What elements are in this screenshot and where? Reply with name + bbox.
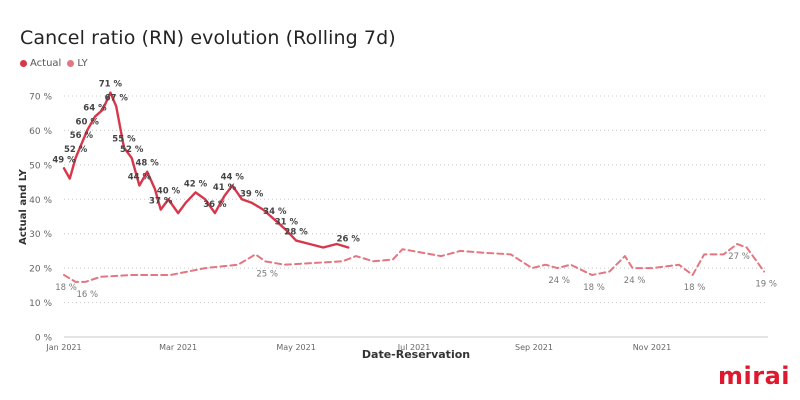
y-tick-label: 40 %: [29, 196, 52, 206]
data-label-actual: 39 %: [240, 190, 264, 200]
data-label-actual: 52 %: [120, 145, 144, 155]
legend-marker-actual: [20, 60, 27, 67]
y-tick-label: 60 %: [29, 127, 52, 137]
y-axis-ticks: 0 % 10 % 20 % 30 % 40 % 50 % 60 % 70 %: [29, 93, 52, 344]
series-lines: [62, 91, 766, 283]
x-tick-label: Jan 2021: [45, 343, 81, 352]
x-axis-label: Date-Reservation: [362, 348, 470, 361]
x-tick-label: Mar 2021: [159, 343, 197, 352]
x-tick-label: Sep 2021: [515, 343, 553, 352]
x-tick-label: May 2021: [276, 343, 315, 352]
y-tick-label: 50 %: [29, 161, 52, 171]
legend-label-actual: Actual: [30, 58, 62, 69]
series-line-actual[interactable]: [62, 91, 350, 249]
data-label-actual: 31 %: [275, 217, 299, 227]
x-tick-label: Jul 2021: [397, 343, 431, 352]
data-label-ly: 16 %: [76, 290, 98, 300]
data-label-ly: 25 %: [256, 269, 278, 279]
data-labels: 49 %52 %56 %60 %64 %71 %67 %55 %52 %44 %…: [52, 80, 777, 300]
data-label-actual: 71 %: [99, 80, 123, 90]
legend-item-actual[interactable]: Actual: [20, 58, 61, 69]
data-label-ly: 24 %: [624, 276, 646, 286]
data-label-ly: 18 %: [55, 283, 77, 293]
data-label-actual: 55 %: [112, 135, 136, 145]
data-label-actual: 28 %: [284, 228, 308, 238]
legend-marker-ly: [67, 60, 75, 67]
legend-item-ly[interactable]: LY: [67, 58, 88, 69]
data-label-actual: 49 %: [52, 155, 76, 165]
y-axis-label: Actual and LY: [18, 168, 29, 245]
data-label-actual: 44 %: [221, 173, 245, 183]
data-label-ly: 27 %: [728, 252, 750, 262]
legend-label-ly: LY: [77, 58, 88, 69]
data-label-actual: 44 %: [128, 173, 152, 183]
data-label-actual: 48 %: [136, 159, 160, 169]
data-label-actual: 64 %: [83, 104, 107, 114]
data-label-actual: 37 %: [149, 197, 173, 207]
y-tick-label: 30 %: [29, 230, 52, 240]
data-label-actual: 56 %: [70, 131, 94, 141]
series-line-ly[interactable]: [63, 243, 766, 283]
data-label-actual: 26 %: [337, 234, 361, 244]
data-label-actual: 60 %: [76, 117, 100, 127]
data-label-actual: 52 %: [64, 145, 88, 155]
data-label-ly: 24 %: [548, 276, 570, 286]
data-label-ly: 18 %: [684, 283, 706, 293]
data-label-actual: 40 %: [157, 186, 181, 196]
gridlines: [64, 95, 768, 338]
y-tick-label: 70 %: [29, 93, 52, 103]
data-label-actual: 42 %: [184, 179, 208, 189]
y-tick-label: 20 %: [29, 265, 52, 275]
data-label-actual: 34 %: [263, 207, 287, 217]
y-tick-label: 10 %: [29, 299, 52, 309]
x-tick-label: Nov 2021: [633, 343, 672, 352]
data-label-actual: 67 %: [105, 93, 129, 103]
y-tick-label: 0 %: [35, 334, 53, 344]
data-label-actual: 41 %: [213, 183, 237, 193]
legend: Actual LY: [20, 58, 88, 69]
x-axis-ticks: Jan 2021 Mar 2021 May 2021 Jul 2021 Sep 2021…: [45, 343, 671, 352]
data-label-ly: 19 %: [755, 280, 777, 290]
data-label-actual: 36 %: [203, 200, 227, 210]
data-label-ly: 18 %: [583, 283, 605, 293]
chart-title: Cancel ratio (RN) evolution (Rolling 7d): [20, 27, 396, 49]
mirai-logo: mirai: [718, 362, 790, 390]
